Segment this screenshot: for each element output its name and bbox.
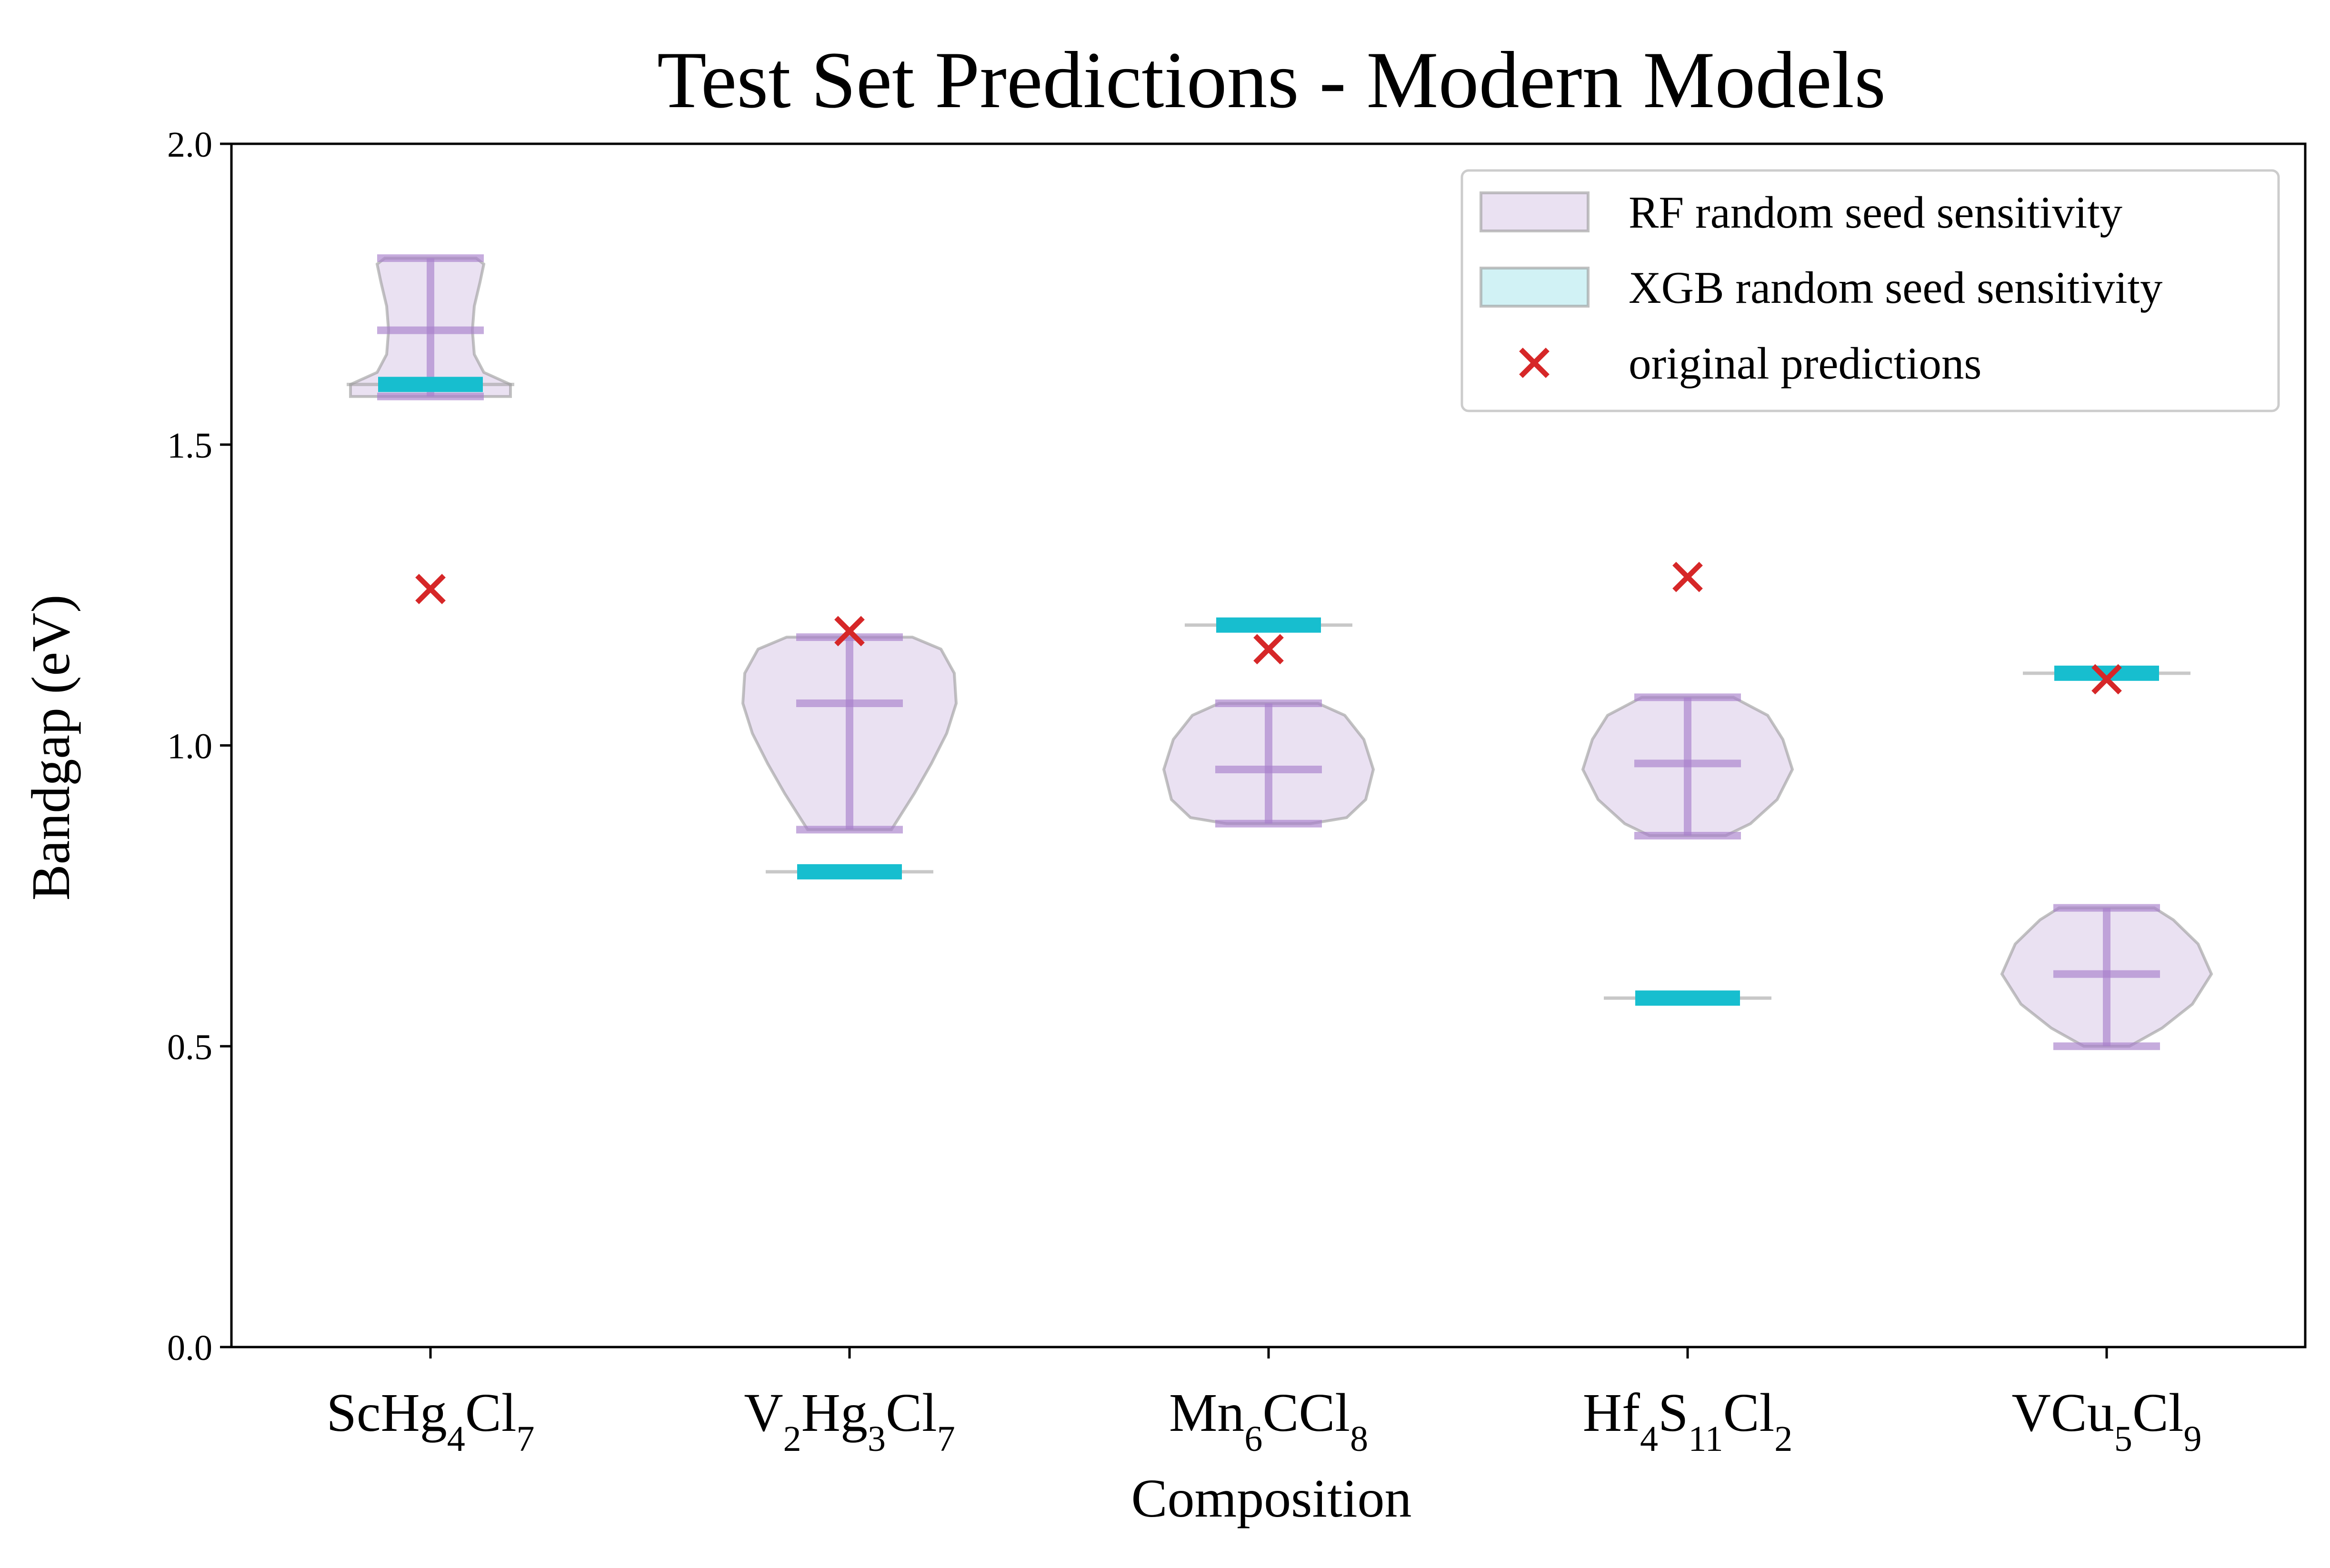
legend-label: RF random seed sensitivity (1629, 187, 2123, 238)
plot-area (347, 254, 2213, 1050)
original-prediction-marker (2091, 664, 2122, 695)
x-tick-label: Mn6CCl8 (1169, 1382, 1368, 1459)
x-axis-label: Composition (1131, 1468, 1411, 1528)
original-prediction-marker (834, 616, 865, 647)
x-tick-label: ScHg4Cl7 (326, 1382, 534, 1459)
original-prediction-marker (1253, 634, 1284, 665)
original-prediction-marker (415, 574, 446, 604)
marker-stroke (2091, 664, 2122, 695)
marker-stroke (1672, 561, 1703, 592)
legend-label: XGB random seed sensitivity (1629, 262, 2163, 313)
marker-stroke (415, 574, 446, 604)
x-tick-label: VCu5Cl9 (2011, 1382, 2201, 1459)
legend-marker-stroke (1519, 348, 1550, 378)
x-tick-label: V2Hg3Cl7 (744, 1382, 955, 1459)
legend-swatch-xgb (1480, 267, 1590, 308)
legend-swatch-rf (1480, 191, 1590, 232)
y-tick-label: 0.5 (167, 1027, 212, 1067)
x-tick-label: Hf4S11Cl2 (1583, 1382, 1793, 1459)
legend-label: original predictions (1629, 338, 1981, 389)
y-tick-label: 1.0 (167, 727, 212, 767)
marker-stroke (834, 616, 865, 647)
y-axis-ticks: 0.0 0.5 1.0 1.5 2.0 (167, 125, 231, 1368)
y-tick-label: 0.0 (167, 1328, 212, 1368)
legend-box (1460, 169, 2280, 412)
y-tick-label: 2.0 (167, 125, 212, 165)
y-tick-label: 1.5 (167, 426, 212, 466)
marker-stroke (1253, 634, 1284, 665)
chart-title: Test Set Predictions - Modern Models (657, 35, 1886, 125)
y-axis-label: Bandgap (eV) (20, 595, 81, 901)
x-axis-ticks: ScHg4Cl7 V2Hg3Cl7 Mn6CCl8 Hf4S11Cl2 VCu5Cl9 (326, 1347, 2202, 1459)
original-prediction-marker (1672, 561, 1703, 592)
legend: RF random seed sensitivity XGB random see… (1460, 169, 2280, 412)
